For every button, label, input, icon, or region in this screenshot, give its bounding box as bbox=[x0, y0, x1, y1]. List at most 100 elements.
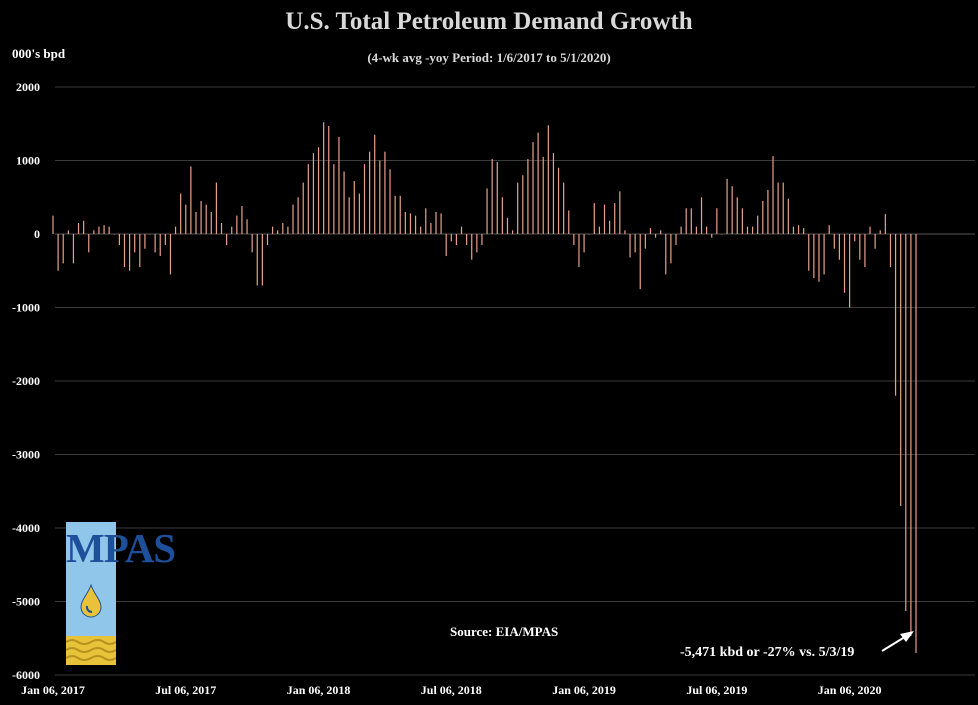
bar bbox=[511, 230, 514, 234]
bar bbox=[849, 234, 851, 308]
bar bbox=[624, 230, 626, 234]
y-tick-label: -4000 bbox=[12, 521, 40, 535]
bar bbox=[77, 222, 80, 234]
bar bbox=[430, 222, 432, 234]
bar bbox=[57, 234, 59, 271]
mpas-logo-text: MPAS bbox=[66, 525, 176, 571]
bar bbox=[517, 182, 519, 234]
y-tick-label: -5000 bbox=[12, 595, 40, 609]
bar bbox=[445, 234, 447, 257]
bar bbox=[542, 156, 544, 234]
bar bbox=[874, 234, 876, 249]
bar bbox=[185, 204, 187, 234]
bar bbox=[859, 234, 861, 260]
y-tick-label: 1000 bbox=[16, 154, 40, 168]
bar bbox=[83, 220, 85, 234]
bar bbox=[568, 210, 570, 234]
bar bbox=[894, 234, 897, 396]
annotation-arrow bbox=[881, 631, 914, 652]
bar bbox=[379, 160, 381, 234]
bar bbox=[879, 230, 881, 234]
bar bbox=[685, 208, 687, 234]
bar bbox=[537, 132, 539, 234]
bar bbox=[302, 182, 304, 234]
bar bbox=[226, 234, 228, 246]
bar bbox=[767, 189, 769, 234]
bar bbox=[93, 230, 95, 234]
bar bbox=[583, 234, 585, 253]
bar bbox=[113, 234, 115, 235]
bar bbox=[808, 234, 810, 271]
bar bbox=[751, 226, 754, 234]
bar-series bbox=[52, 122, 917, 653]
bar bbox=[134, 234, 136, 253]
bar bbox=[910, 234, 912, 637]
bar bbox=[711, 234, 713, 238]
bar bbox=[466, 234, 468, 246]
bar bbox=[164, 234, 166, 246]
bar bbox=[266, 234, 269, 246]
bar bbox=[297, 197, 299, 234]
bar bbox=[823, 234, 825, 275]
bar bbox=[491, 159, 493, 234]
bar bbox=[159, 234, 161, 257]
bar bbox=[818, 234, 820, 282]
bar bbox=[256, 234, 258, 286]
bar bbox=[797, 225, 800, 234]
bar bbox=[231, 226, 233, 234]
bar bbox=[614, 203, 616, 234]
bar bbox=[675, 234, 677, 246]
bar bbox=[348, 197, 350, 234]
bar bbox=[139, 234, 141, 268]
bar bbox=[578, 234, 580, 268]
bar bbox=[261, 234, 263, 286]
bar bbox=[670, 234, 672, 264]
bar bbox=[205, 204, 207, 234]
bar bbox=[486, 188, 488, 234]
bar bbox=[450, 234, 452, 242]
bar bbox=[455, 234, 458, 246]
bar bbox=[690, 208, 692, 234]
bar bbox=[144, 234, 146, 249]
bar bbox=[660, 230, 662, 234]
bar bbox=[527, 159, 529, 234]
bar bbox=[813, 234, 815, 279]
bar bbox=[731, 186, 733, 234]
bar bbox=[149, 234, 151, 235]
bar bbox=[501, 197, 503, 234]
bar bbox=[236, 215, 238, 234]
bar bbox=[716, 208, 718, 234]
bar bbox=[726, 178, 728, 234]
bar bbox=[481, 234, 483, 246]
bar bbox=[680, 226, 682, 234]
bar bbox=[394, 195, 396, 234]
bar bbox=[195, 211, 197, 234]
bar bbox=[864, 234, 866, 268]
bar bbox=[123, 234, 126, 268]
bar bbox=[854, 234, 856, 242]
bar bbox=[803, 228, 805, 234]
x-tick-label: Jan 06, 2019 bbox=[552, 683, 616, 697]
bar bbox=[420, 226, 422, 234]
bar bbox=[506, 217, 509, 234]
bar bbox=[552, 153, 555, 234]
bar bbox=[389, 169, 391, 234]
y-tick-label: -3000 bbox=[12, 448, 40, 462]
bar bbox=[384, 151, 386, 234]
bar bbox=[889, 234, 892, 268]
x-tick-label: Jul 06, 2019 bbox=[686, 683, 747, 697]
bar bbox=[757, 215, 759, 234]
y-axis-tick-labels: 2000 1000 0 -1000 -2000 -3000 -4000 -5000 -6000 bbox=[12, 80, 40, 682]
bar bbox=[409, 213, 412, 234]
bar bbox=[746, 226, 749, 234]
y-tick-label: 2000 bbox=[16, 80, 40, 94]
bar bbox=[328, 125, 330, 234]
bar bbox=[706, 226, 708, 234]
bar bbox=[210, 211, 212, 234]
arrow-head-icon bbox=[900, 631, 914, 642]
bar bbox=[333, 164, 335, 234]
x-axis-tick-labels: Jan 06, 2017 Jul 06, 2017 Jan 06, 2018 Jul … bbox=[21, 683, 881, 697]
bar bbox=[200, 200, 202, 234]
bar bbox=[271, 226, 274, 234]
